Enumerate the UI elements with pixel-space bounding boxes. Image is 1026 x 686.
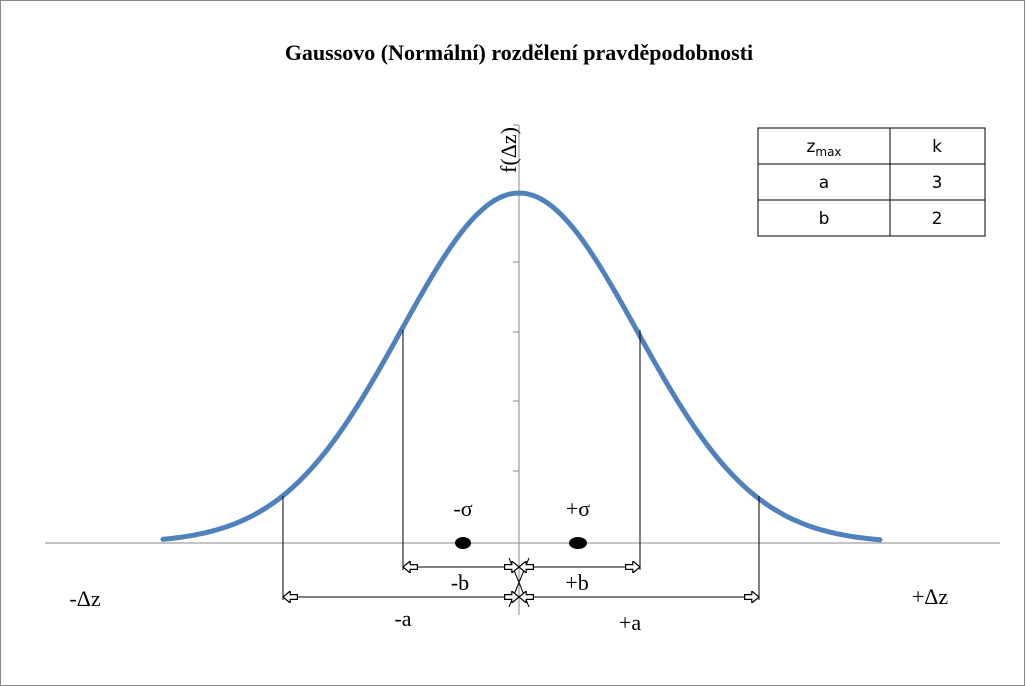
dot <box>455 537 471 549</box>
x-axis-label: +Δz <box>912 584 949 609</box>
x-axis-label: -Δz <box>69 586 100 611</box>
y-axis-label: f(Δz) <box>496 127 521 173</box>
label: -b <box>451 570 469 595</box>
table-header: zmax <box>806 137 841 159</box>
axes <box>45 124 1000 615</box>
table-cell: 2 <box>932 209 943 229</box>
table-header: k <box>932 137 942 157</box>
label: -σ <box>453 496 472 521</box>
table-cell: 3 <box>932 173 943 193</box>
label: +b <box>565 570 588 595</box>
dimension-arrows <box>283 567 759 597</box>
dot <box>569 537 587 549</box>
label: +a <box>619 610 641 635</box>
title: Gaussovo (Normální) rozdělení pravděpodo… <box>285 40 753 65</box>
label: -a <box>394 606 411 631</box>
table-cell: b <box>819 209 830 229</box>
label: +σ <box>566 496 590 521</box>
table: zmax k a 3 b 2 <box>757 127 986 237</box>
table-cell: a <box>819 173 829 193</box>
